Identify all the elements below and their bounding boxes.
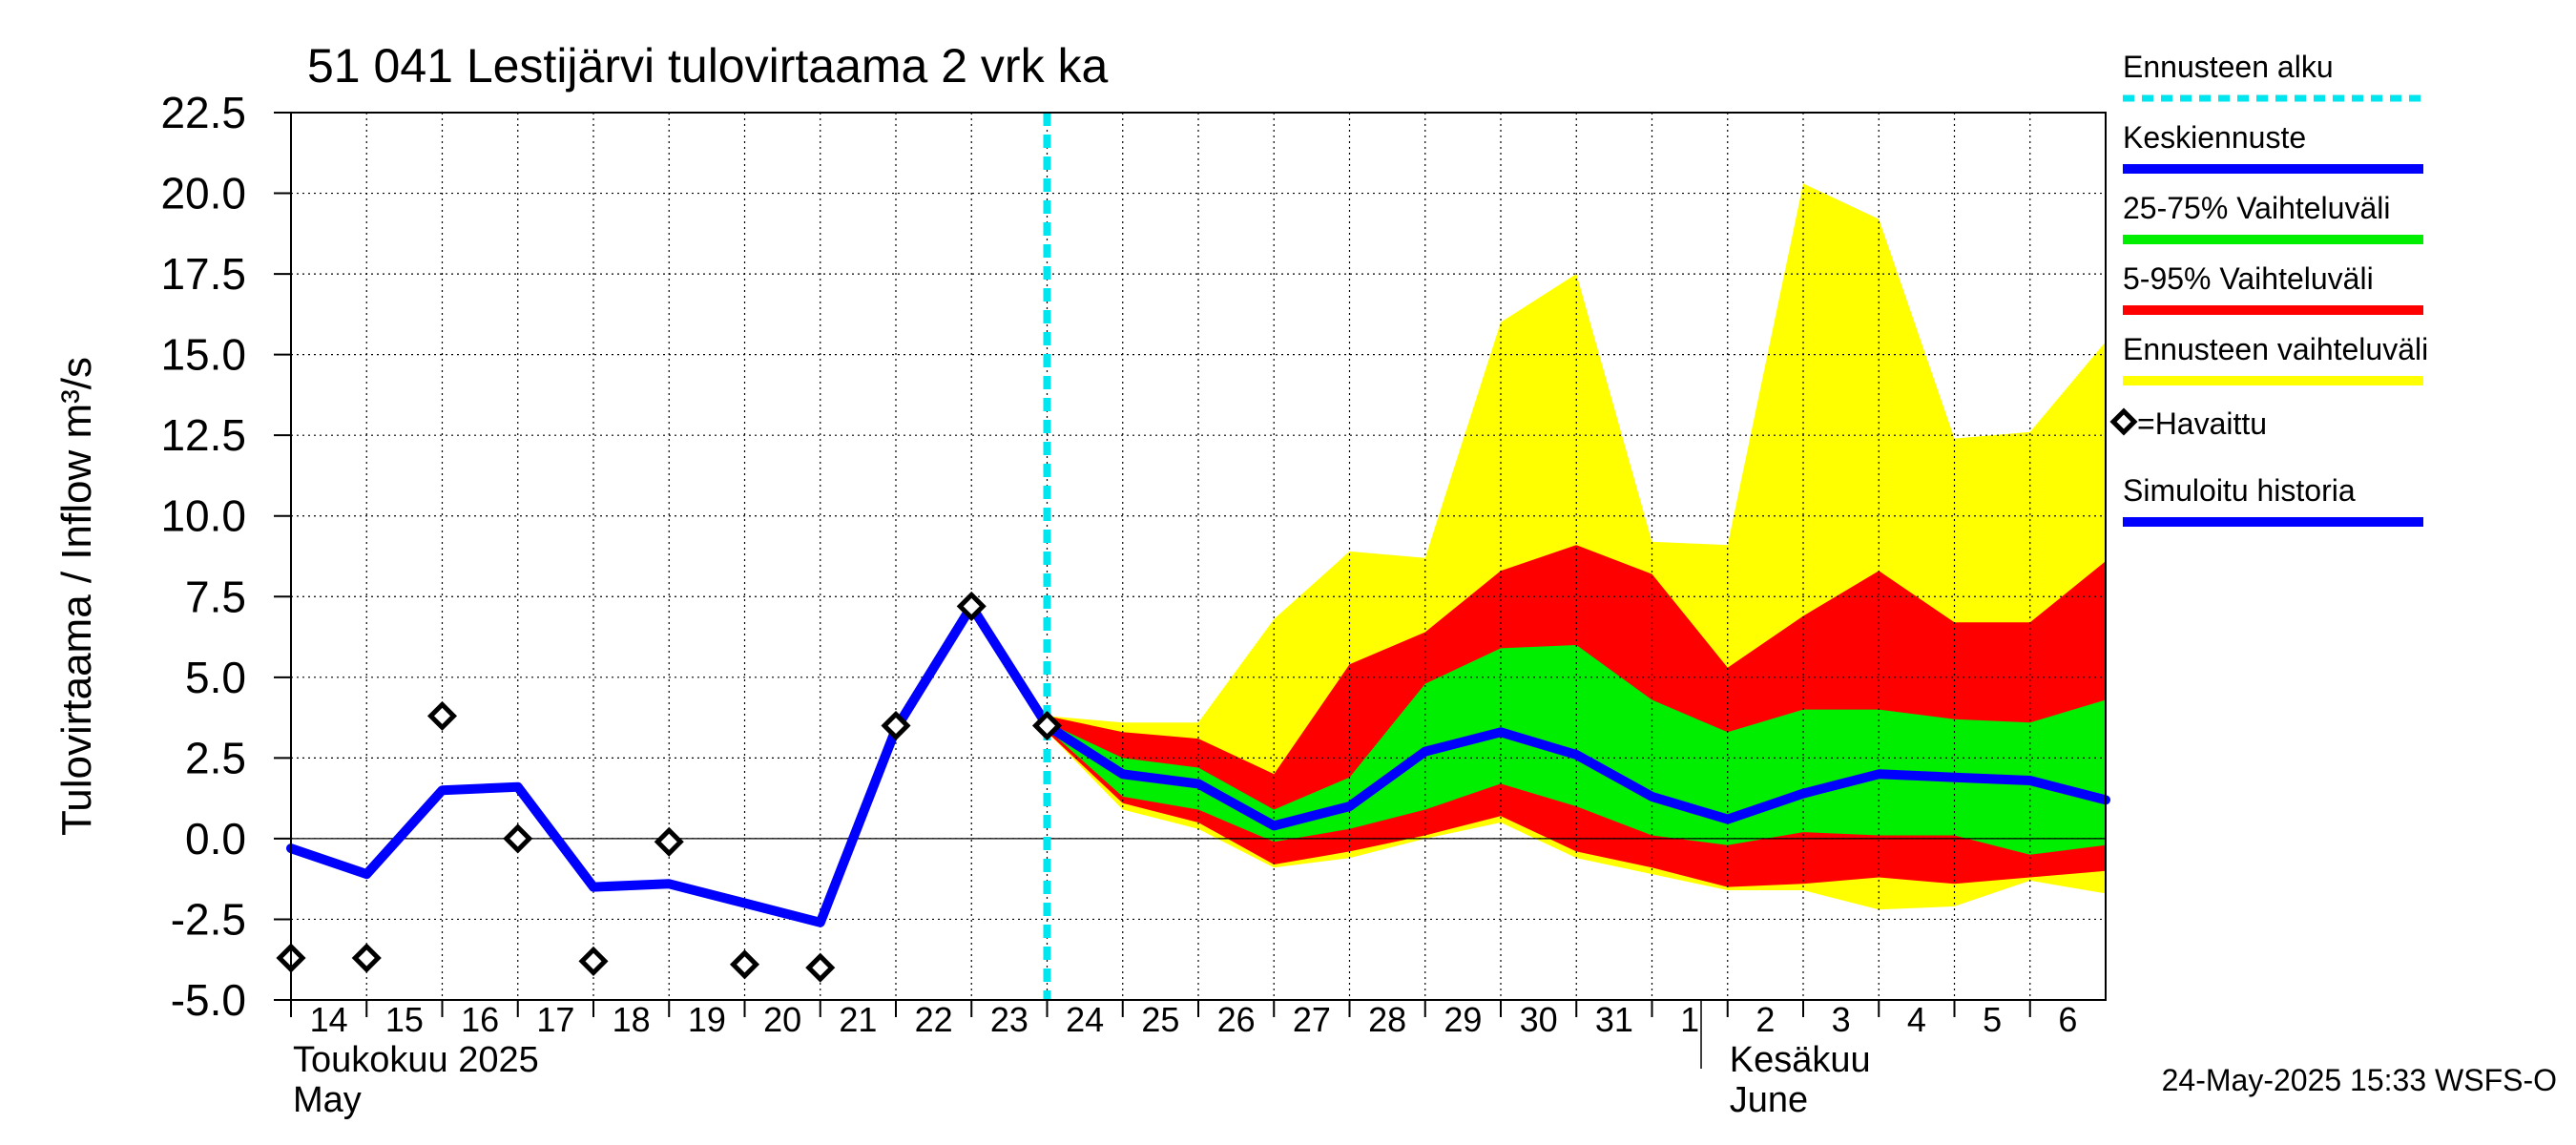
legend-item: Keskiennuste bbox=[2123, 120, 2423, 174]
y-tick-label: 17.5 bbox=[160, 249, 246, 299]
legend-label: Simuloitu historia bbox=[2123, 473, 2356, 508]
observed-point bbox=[956, 591, 987, 621]
y-tick-label: -2.5 bbox=[171, 894, 246, 944]
x-tick-label: 30 bbox=[1520, 1000, 1558, 1039]
y-tick-label: 15.0 bbox=[160, 330, 246, 380]
y-tick-label: 12.5 bbox=[160, 410, 246, 460]
legend-label: 25-75% Vaihteluväli bbox=[2123, 191, 2390, 225]
x-tick-label: 24 bbox=[1066, 1000, 1104, 1039]
observed-point bbox=[881, 711, 911, 741]
legend-label: Keskiennuste bbox=[2123, 120, 2306, 155]
observed-point bbox=[1031, 711, 1063, 741]
grid bbox=[290, 112, 2106, 1001]
month-label-en: June bbox=[1730, 1080, 1808, 1120]
x-tick-label: 18 bbox=[613, 1000, 651, 1039]
x-tick-label: 21 bbox=[839, 1000, 877, 1039]
x-tick-label: 15 bbox=[385, 1000, 424, 1039]
x-tick-label: 1 bbox=[1680, 1000, 1699, 1039]
axes: -5.0 -2.5 0.0 2.5 5.0 7.5 10.0 12.5 15.0 17.5 20.0… bbox=[160, 88, 2107, 1120]
x-tick-label: 2 bbox=[1755, 1000, 1775, 1039]
y-tick-label: 0.0 bbox=[185, 814, 246, 864]
x-tick-label: 28 bbox=[1368, 1000, 1406, 1039]
y-tick-label: -5.0 bbox=[171, 975, 246, 1025]
x-tick-label: 16 bbox=[461, 1000, 499, 1039]
legend-item: Ennusteen vaihteluväli bbox=[2123, 332, 2428, 385]
legend-item: Simuloitu historia bbox=[2123, 473, 2423, 527]
y-tick-label: 7.5 bbox=[185, 572, 246, 621]
x-tick-label: 5 bbox=[1983, 1000, 2002, 1039]
legend-label: Ennusteen vaihteluväli bbox=[2123, 332, 2428, 366]
x-tick-label: 14 bbox=[310, 1000, 348, 1039]
x-tick-label: 26 bbox=[1217, 1000, 1256, 1039]
legend-item: 5-95% Vaihteluväli bbox=[2123, 261, 2423, 315]
x-tick-label: 25 bbox=[1141, 1000, 1179, 1039]
month-label-en: May bbox=[293, 1080, 362, 1120]
observed-point bbox=[578, 946, 609, 976]
observed-point bbox=[729, 949, 760, 980]
legend: Ennusteen alku Keskiennuste 25-75% Vaihtel… bbox=[2109, 50, 2428, 527]
x-tick-label: 31 bbox=[1595, 1000, 1633, 1039]
legend-item: 25-75% Vaihteluväli bbox=[2123, 191, 2423, 244]
x-tick-label: 27 bbox=[1293, 1000, 1331, 1039]
observed-point bbox=[503, 823, 533, 854]
x-tick-label: 6 bbox=[2058, 1000, 2077, 1039]
legend-label: 5-95% Vaihteluväli bbox=[2123, 261, 2374, 296]
y-tick-label: 5.0 bbox=[185, 653, 246, 702]
x-tick-label: 3 bbox=[1832, 1000, 1851, 1039]
y-axis-label: Tulovirtaama / Inflow m³/s bbox=[53, 357, 100, 836]
x-tick-label: 4 bbox=[1907, 1000, 1926, 1039]
y-tick-label: 2.5 bbox=[185, 733, 246, 782]
x-tick-label: 22 bbox=[915, 1000, 953, 1039]
legend-item: =Havaittu bbox=[2109, 406, 2267, 441]
x-tick-label: 20 bbox=[763, 1000, 801, 1039]
y-tick-label: 20.0 bbox=[160, 169, 246, 219]
simulated-history-line bbox=[286, 601, 1052, 927]
observed-point bbox=[351, 943, 382, 973]
y-tick-label: 22.5 bbox=[160, 88, 246, 137]
y-tick-label: 10.0 bbox=[160, 491, 246, 541]
x-tick-label: 19 bbox=[688, 1000, 726, 1039]
chart-title: 51 041 Lestijärvi tulovirtaama 2 vrk ka bbox=[307, 39, 1108, 93]
legend-item: Ennusteen alku bbox=[2123, 50, 2423, 102]
month-label: Toukokuu 2025 bbox=[293, 1040, 539, 1080]
month-label: Kesäkuu bbox=[1730, 1040, 1871, 1080]
observed-point bbox=[654, 826, 684, 857]
x-tick-label: 17 bbox=[536, 1000, 574, 1039]
legend-label: Ennusteen alku bbox=[2123, 50, 2334, 84]
x-tick-label: 23 bbox=[990, 1000, 1028, 1039]
observed-point bbox=[805, 952, 836, 983]
x-tick-label: 29 bbox=[1444, 1000, 1482, 1039]
legend-marker bbox=[2109, 407, 2138, 436]
observed-point bbox=[426, 700, 458, 731]
median-forecast-line bbox=[1042, 720, 2110, 831]
timestamp: 24-May-2025 15:33 WSFS-O bbox=[2162, 1063, 2557, 1097]
plot-area bbox=[276, 112, 2110, 1001]
legend-label: =Havaittu bbox=[2137, 406, 2267, 441]
